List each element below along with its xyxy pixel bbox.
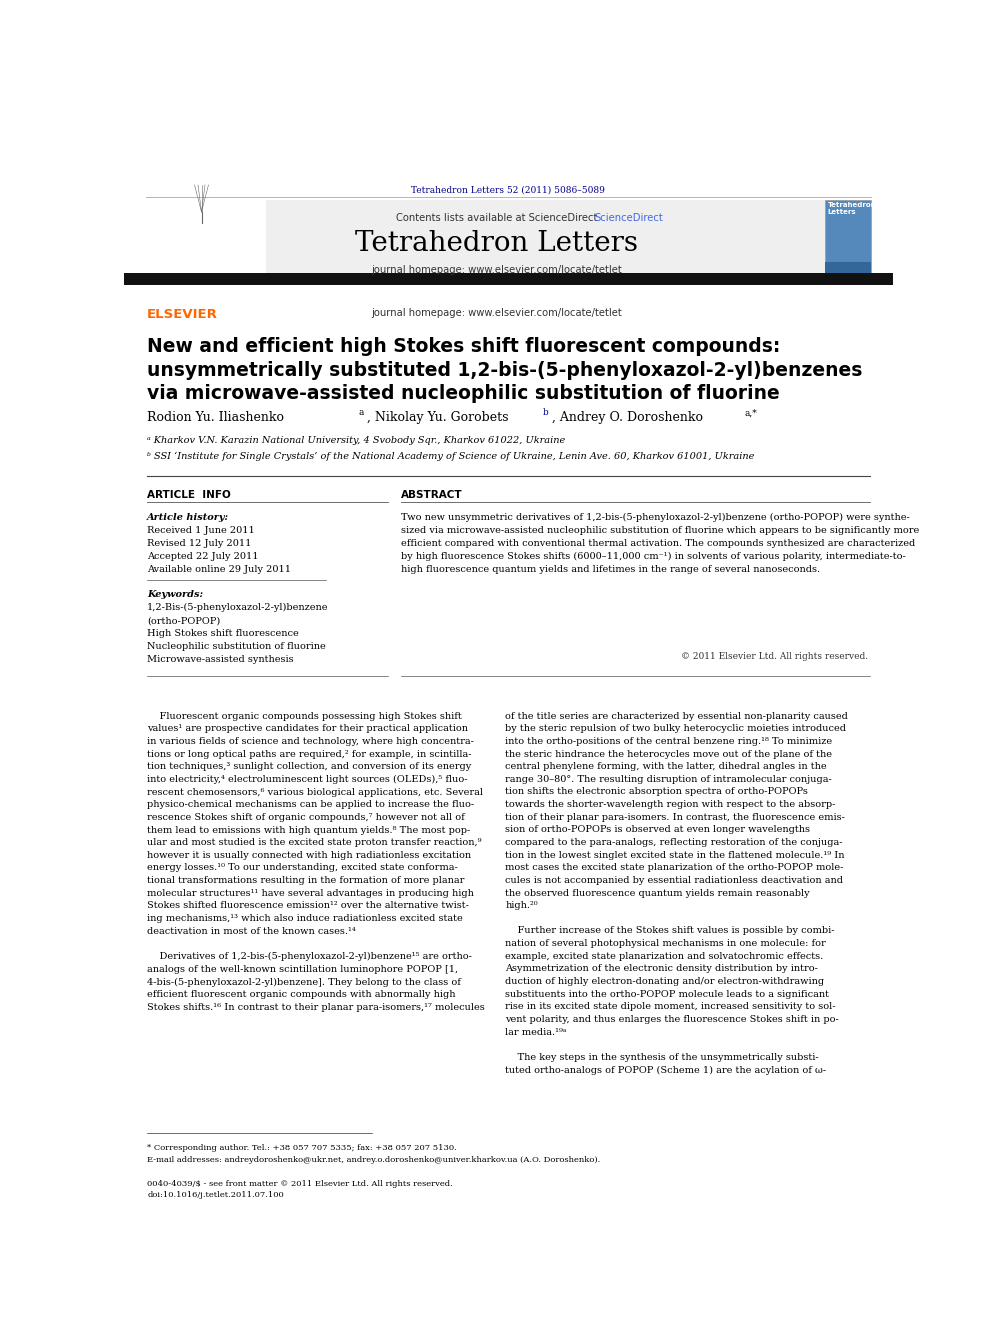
Text: , Andrey O. Doroshenko: , Andrey O. Doroshenko [552, 411, 706, 425]
Bar [824, 262, 871, 283]
Text: New and efficient high Stokes shift fluorescent compounds:: New and efficient high Stokes shift fluo… [147, 337, 781, 356]
Text: Tetrahedron Letters 52 (2011) 5086–5089: Tetrahedron Letters 52 (2011) 5086–5089 [412, 185, 605, 194]
Text: Available online 29 July 2011: Available online 29 July 2011 [147, 565, 292, 574]
Text: a: a [358, 409, 363, 417]
Text: , Nikolay Yu. Gorobets: , Nikolay Yu. Gorobets [367, 411, 513, 425]
Text: ᵇ SSI ‘Institute for Single Crystals’ of the National Academy of Science of Ukra: ᵇ SSI ‘Institute for Single Crystals’ of… [147, 452, 755, 462]
Text: ARTICLE  INFO: ARTICLE INFO [147, 490, 231, 500]
Text: Rodion Yu. Iliashenko: Rodion Yu. Iliashenko [147, 411, 289, 425]
Text: * Corresponding author. Tel.: +38 057 707 5335; fax: +38 057 207 5130.: * Corresponding author. Tel.: +38 057 70… [147, 1144, 457, 1152]
Bar [146, 200, 871, 283]
Text: Two new unsymmetric derivatives of 1,2-bis-(5-phenyloxazol-2-yl)benzene (ortho-P: Two new unsymmetric derivatives of 1,2-b… [402, 513, 920, 574]
Text: Contents lists available at ScienceDirect: Contents lists available at ScienceDirec… [396, 213, 597, 222]
Text: Nucleophilic substitution of fluorine: Nucleophilic substitution of fluorine [147, 643, 326, 651]
Text: a,*: a,* [744, 409, 757, 417]
Text: b: b [543, 409, 549, 417]
Text: 1,2-Bis-(5-phenyloxazol-2-yl)benzene: 1,2-Bis-(5-phenyloxazol-2-yl)benzene [147, 603, 328, 613]
Text: ScienceDirect: ScienceDirect [594, 213, 664, 222]
Text: of the title series are characterized by essential non-planarity caused
by the s: of the title series are characterized by… [505, 712, 848, 1074]
Text: © 2011 Elsevier Ltd. All rights reserved.: © 2011 Elsevier Ltd. All rights reserved… [681, 651, 868, 660]
Text: High Stokes shift fluorescence: High Stokes shift fluorescence [147, 630, 299, 638]
Bar [124, 273, 893, 284]
Text: unsymmetrically substituted 1,2-bis-(5-phenyloxazol-2-yl)benzenes: unsymmetrically substituted 1,2-bis-(5-p… [147, 361, 863, 380]
Text: Fluorescent organic compounds possessing high Stokes shift
values¹ are prospecti: Fluorescent organic compounds possessing… [147, 712, 485, 1012]
Text: Article history:: Article history: [147, 513, 229, 523]
Text: Keywords:: Keywords: [147, 590, 203, 599]
Text: journal homepage: www.elsevier.com/locate/tetlet: journal homepage: www.elsevier.com/locat… [371, 308, 622, 318]
Text: doi:10.1016/j.tetlet.2011.07.100: doi:10.1016/j.tetlet.2011.07.100 [147, 1191, 284, 1199]
Text: ABSTRACT: ABSTRACT [402, 490, 463, 500]
Text: (ortho-POPOP): (ortho-POPOP) [147, 617, 220, 626]
Text: Microwave-assisted synthesis: Microwave-assisted synthesis [147, 655, 294, 664]
Text: Received 1 June 2011: Received 1 June 2011 [147, 527, 255, 534]
Bar [824, 200, 871, 283]
Text: Tetrahedron
Letters: Tetrahedron Letters [827, 202, 876, 214]
Text: ELSEVIER: ELSEVIER [147, 308, 218, 321]
Text: E-mail addresses: andreydoroshenko@ukr.net, andrey.o.doroshenko@univer.kharkov.u: E-mail addresses: andreydoroshenko@ukr.n… [147, 1156, 600, 1164]
Text: Revised 12 July 2011: Revised 12 July 2011 [147, 540, 252, 548]
Text: Accepted 22 July 2011: Accepted 22 July 2011 [147, 552, 259, 561]
Bar [146, 200, 266, 283]
Text: ᵃ Kharkov V.N. Karazin National University, 4 Svobody Sqr., Kharkov 61022, Ukrai: ᵃ Kharkov V.N. Karazin National Universi… [147, 437, 565, 445]
Text: journal homepage: www.elsevier.com/locate/tetlet: journal homepage: www.elsevier.com/locat… [371, 265, 622, 275]
Text: via microwave-assisted nucleophilic substitution of fluorine: via microwave-assisted nucleophilic subs… [147, 385, 780, 404]
Text: Tetrahedron Letters: Tetrahedron Letters [355, 230, 638, 257]
Text: 0040-4039/$ - see front matter © 2011 Elsevier Ltd. All rights reserved.: 0040-4039/$ - see front matter © 2011 El… [147, 1180, 453, 1188]
